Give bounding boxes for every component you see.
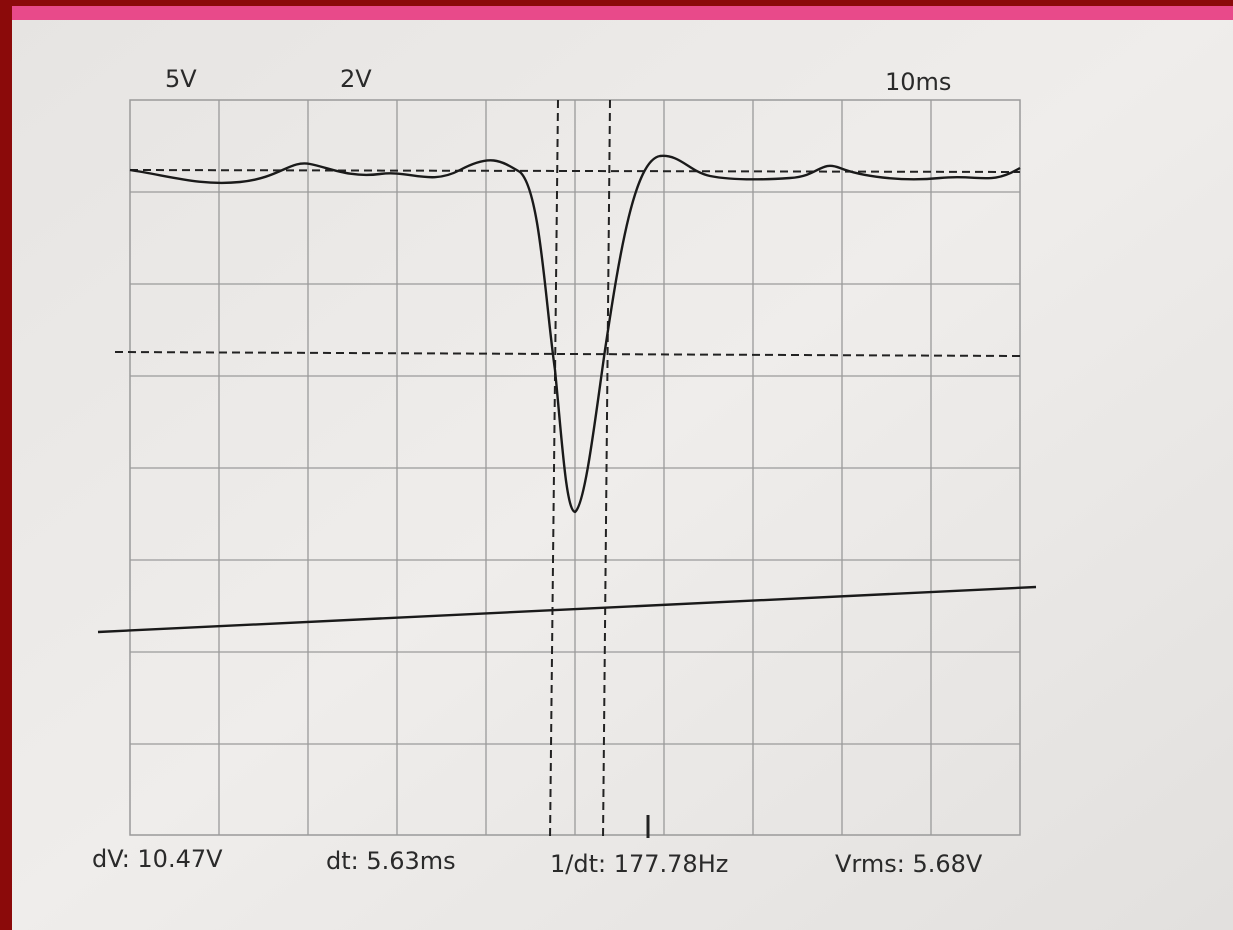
channel-1-scale: 5V (165, 65, 197, 93)
left-border (0, 0, 12, 930)
top-border (12, 0, 1233, 6)
paper (0, 0, 1233, 930)
delta-t: dt: 5.63ms (326, 847, 456, 875)
photo: 5V 2V 10ms dV: 10.47V dt: 5.63ms 1/dt: 1… (0, 0, 1233, 930)
delta-v: dV: 10.47V (92, 845, 223, 873)
vrms: Vrms: 5.68V (835, 850, 983, 878)
time-scale: 10ms (885, 68, 951, 96)
channel-2-scale: 2V (340, 65, 372, 93)
frequency: 1/dt: 177.78Hz (550, 850, 728, 878)
page: {"header": {"channel_1_scale": "5V", "ch… (0, 0, 1233, 930)
